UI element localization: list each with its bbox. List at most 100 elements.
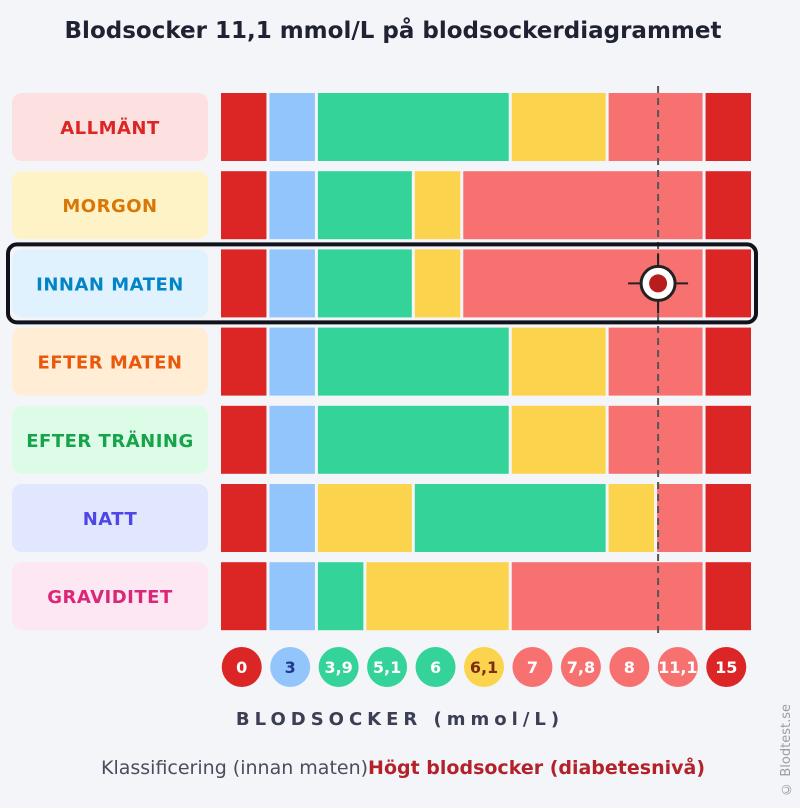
tick-circle <box>270 647 311 687</box>
tick-circle <box>367 647 408 687</box>
bar-segment <box>705 562 751 631</box>
tick: 7,8 <box>560 647 601 687</box>
bar-segment <box>269 93 315 161</box>
highlight-frame <box>6 242 758 325</box>
chart-row: INNAN MATEN <box>12 249 751 318</box>
tick-circle <box>415 647 456 687</box>
bar-segment <box>221 93 267 161</box>
bar-segment <box>705 484 751 552</box>
row-label-bg <box>12 327 208 396</box>
tick-label: 11,1 <box>658 658 697 677</box>
tick: 15 <box>706 647 747 687</box>
row-label: MORGON <box>62 196 157 217</box>
bar-segment <box>317 249 412 318</box>
bar-segment <box>366 562 509 631</box>
chart-row: NATT <box>12 484 751 552</box>
row-label: GRAVIDITET <box>47 587 173 608</box>
tick-label: 3 <box>285 658 296 677</box>
row-label: EFTER TRÄNING <box>26 430 193 452</box>
bar-segment <box>608 93 703 161</box>
bar-segment <box>269 562 315 631</box>
tick-circle <box>221 647 262 687</box>
chart-row: EFTER MATEN <box>12 327 751 396</box>
tick-circle <box>464 647 504 687</box>
bar-segment <box>221 405 267 474</box>
bar-segment <box>317 327 509 396</box>
bar-segment <box>317 562 364 631</box>
bar-segment <box>269 484 315 552</box>
bar-segment <box>221 484 267 552</box>
row-label-bg <box>12 562 208 631</box>
bar-segment <box>269 249 315 318</box>
tick-circle <box>609 647 650 687</box>
tick-label: 5,1 <box>373 658 401 677</box>
bar-segment <box>511 562 703 631</box>
tick-label: 7 <box>527 658 538 677</box>
row-label-bg <box>12 484 208 552</box>
row-label: ALLMÄNT <box>60 117 160 139</box>
bar-segment <box>608 405 703 474</box>
bar-segment <box>705 405 751 474</box>
x-axis-label: BLODSOCKER (mmol/L) <box>235 709 565 730</box>
bar-segment <box>705 327 751 396</box>
bar-segment <box>317 171 412 240</box>
target-marker <box>628 253 689 314</box>
tick-circle <box>512 647 553 687</box>
tick-label: 0 <box>236 658 247 677</box>
bar-segment <box>705 93 751 161</box>
tick: 11,1 <box>657 647 698 687</box>
chart-row: MORGON <box>12 171 751 240</box>
tick-label: 15 <box>715 658 737 677</box>
bar-segment <box>317 405 509 474</box>
classification-value: Högt blodsocker (diabetesnivå) <box>368 757 705 779</box>
row-label: NATT <box>83 509 138 530</box>
bar-segment <box>414 171 461 240</box>
bar-segment <box>511 93 606 161</box>
bar-segment <box>705 171 751 240</box>
tick-circle <box>318 647 359 687</box>
tick-label: 8 <box>624 658 635 677</box>
chart-row: GRAVIDITET <box>12 562 751 631</box>
chart-row: ALLMÄNT <box>12 93 751 161</box>
row-label-bg <box>12 405 208 474</box>
bar-segment <box>657 484 703 552</box>
tick-label: 6 <box>430 658 441 677</box>
row-label: INNAN MATEN <box>36 274 184 295</box>
bar-segment <box>705 249 751 318</box>
tick-label: 7,8 <box>567 658 595 677</box>
bar-segment <box>269 327 315 396</box>
tick: 3 <box>270 647 311 687</box>
bar-segment <box>317 484 412 552</box>
bar-segment <box>221 562 267 631</box>
bar-segment <box>269 171 315 240</box>
bar-segment <box>511 327 606 396</box>
bar-segment <box>221 171 267 240</box>
bar-segment <box>511 405 606 474</box>
tick-circle <box>657 647 698 687</box>
bar-segment <box>414 484 606 552</box>
bar-segment <box>414 249 461 318</box>
row-label-bg <box>12 93 208 161</box>
row-label-bg <box>12 171 208 240</box>
bar-segment <box>317 93 509 161</box>
bar-segment <box>221 327 267 396</box>
bar-segment <box>463 171 703 240</box>
classification-label: Klassificering (innan maten) <box>101 757 369 779</box>
tick: 7 <box>512 647 553 687</box>
tick: 6,1 <box>464 647 504 687</box>
bar-segment <box>269 405 315 474</box>
tick-circle <box>706 647 747 687</box>
blood-sugar-chart: ALLMÄNT MORGON INNAN MATEN EFTER MATEN EFTER… <box>6 86 758 687</box>
tick-circle <box>560 647 601 687</box>
row-label-bg <box>12 249 208 318</box>
tick: 0 <box>221 647 262 687</box>
tick-label: 6,1 <box>470 658 498 677</box>
tick: 8 <box>609 647 650 687</box>
page-title: Blodsocker 11,1 mmol/L på blodsockerdiag… <box>64 18 722 44</box>
bar-segment <box>608 327 703 396</box>
row-label: EFTER MATEN <box>38 353 183 374</box>
tick: 6 <box>415 647 456 687</box>
tick: 3,9 <box>318 647 359 687</box>
tick-label: 3,9 <box>324 658 352 677</box>
watermark: © Blodtest.se <box>779 704 794 796</box>
